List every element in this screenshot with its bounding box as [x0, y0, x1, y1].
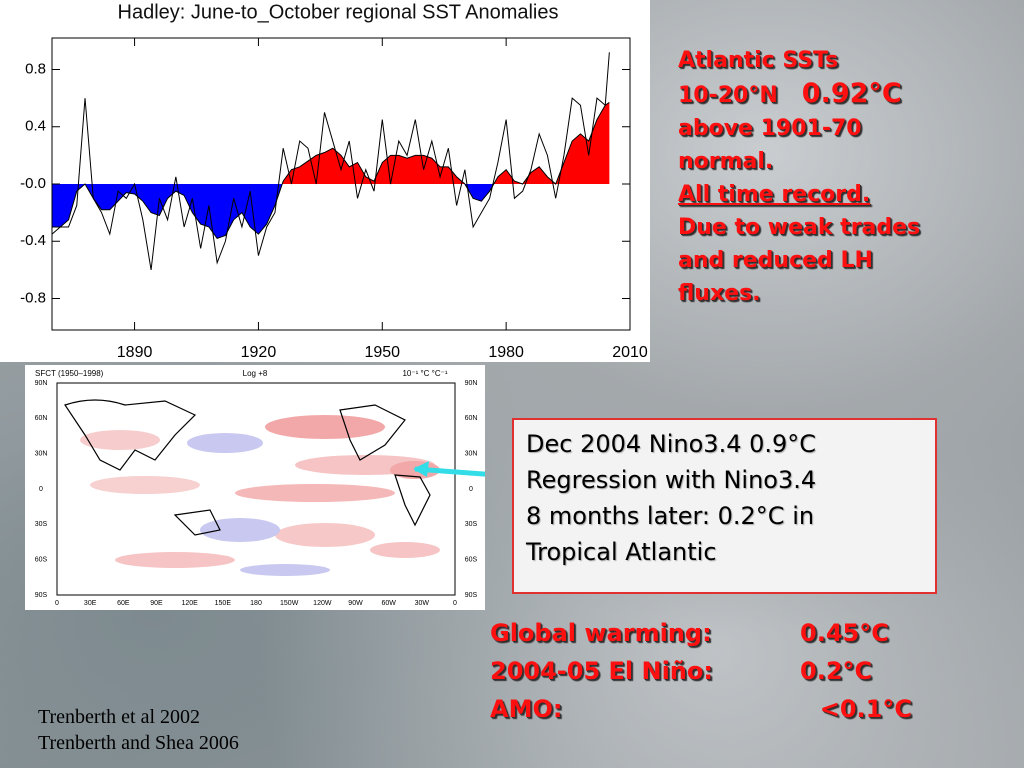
text-line: Tropical Atlantic — [526, 538, 717, 566]
lat-label: 60S — [465, 557, 478, 564]
lon-label: 60E — [117, 600, 130, 607]
text-line: fluxes. — [678, 281, 761, 306]
map-title: SFCT (1950–1998) — [35, 369, 104, 378]
text-line: Dec 2004 Nino3.4 0.9°C — [526, 430, 817, 458]
lon-label: 0 — [453, 600, 457, 607]
attribution-value: 0.2°C — [800, 657, 873, 685]
attribution: Global warming: 0.45°C 2004-05 El Niño: 0.2… — [490, 614, 912, 728]
reference: Trenberth et al 2002 — [38, 706, 201, 728]
arrow-shaft — [414, 466, 485, 477]
lat-label: 90N — [35, 380, 48, 387]
lon-label: 150W — [280, 600, 299, 607]
text-span: 0.92°C — [801, 78, 902, 109]
attribution-label: 2004-05 El Niño: — [490, 657, 713, 685]
x-tick-label: 2010 — [612, 344, 648, 361]
annual-line — [51, 52, 610, 270]
lat-label: 30N — [465, 451, 478, 458]
map-units: 10⁻¹ °C °C⁻¹ — [402, 369, 447, 378]
text-line: All time record. — [678, 182, 871, 207]
text-line: normal. — [678, 149, 774, 174]
text-line: and reduced LH — [678, 248, 873, 273]
atlantic-text: Atlantic SSTs 10-20°N 0.92°C above 1901-7… — [678, 44, 920, 310]
attribution-row: AMO: <0.1°C — [490, 690, 912, 728]
attribution-row: 2004-05 El Niño: 0.2°C — [490, 652, 912, 690]
text-line: Regression with Nino3.4 — [526, 466, 817, 494]
lat-label: 60N — [35, 415, 48, 422]
arrow-head — [413, 461, 429, 477]
y-tick-label: -0.0 — [20, 175, 46, 192]
y-tick-label: -0.8 — [20, 289, 46, 306]
references: Trenberth et al 2002 Trenberth and Shea … — [38, 704, 239, 756]
map-frame — [56, 382, 456, 596]
sst-chart: Hadley: June-to_October regional SST Ano… — [0, 0, 650, 362]
map-field — [64, 399, 440, 576]
lon-label: 30E — [84, 600, 97, 607]
nino-box: Dec 2004 Nino3.4 0.9°C Regression with N… — [512, 418, 937, 594]
text-line: Due to weak trades — [678, 215, 921, 240]
negative-area — [52, 184, 610, 239]
lon-label: 150E — [215, 600, 232, 607]
text-line: 10-20°N 0.92°C — [678, 77, 920, 112]
x-tick-label: 1920 — [241, 344, 277, 361]
lat-label: 60S — [35, 557, 48, 564]
y-tick-label: 0.4 — [25, 118, 46, 135]
text-line: Atlantic SSTs — [678, 48, 839, 73]
lon-label: 0 — [55, 600, 59, 607]
attribution-row: Global warming: 0.45°C — [490, 614, 912, 652]
attribution-value: 0.45°C — [800, 619, 889, 647]
attribution-label: Global warming: — [490, 619, 712, 647]
lat-label: 60N — [465, 415, 478, 422]
text-line: 8 months later: 0.2°C in — [526, 502, 815, 530]
attribution-label: AMO: — [490, 695, 563, 723]
lat-label: 30S — [35, 521, 48, 528]
text-span: 10-20°N — [678, 83, 778, 108]
lat-label: 0 — [469, 486, 473, 493]
reference: Trenberth and Shea 2006 — [38, 732, 239, 754]
lon-label: 30W — [415, 600, 430, 607]
lon-label: 90W — [348, 600, 363, 607]
smoothed-line — [52, 102, 610, 239]
y-tick-label: -0.4 — [20, 232, 46, 249]
lat-label: 90S — [35, 592, 48, 599]
lat-label: 0 — [39, 486, 43, 493]
lat-label: 90N — [465, 380, 478, 387]
attribution-value: <0.1°C — [819, 695, 912, 723]
lon-label: 120E — [181, 600, 198, 607]
lon-label: 60W — [381, 600, 396, 607]
lat-label: 30N — [35, 451, 48, 458]
lat-label: 30S — [465, 521, 478, 528]
lon-label: 90E — [150, 600, 163, 607]
map-scale: Log +8 — [243, 369, 268, 378]
regression-map: SFCT (1950–1998) Log +8 10⁻¹ °C °C⁻¹ 90N… — [25, 365, 485, 610]
x-tick-label: 1890 — [117, 344, 153, 361]
text-line: above 1901-70 — [678, 116, 862, 141]
y-tick-label: 0.8 — [25, 60, 46, 77]
lon-label: 120W — [313, 600, 332, 607]
x-tick-label: 1980 — [488, 344, 524, 361]
chart-title: Hadley: June-to_October regional SST Ano… — [118, 1, 559, 23]
lon-label: 180 — [250, 600, 262, 607]
lat-label: 90S — [465, 592, 478, 599]
x-tick-label: 1950 — [364, 344, 400, 361]
positive-area — [52, 102, 610, 184]
